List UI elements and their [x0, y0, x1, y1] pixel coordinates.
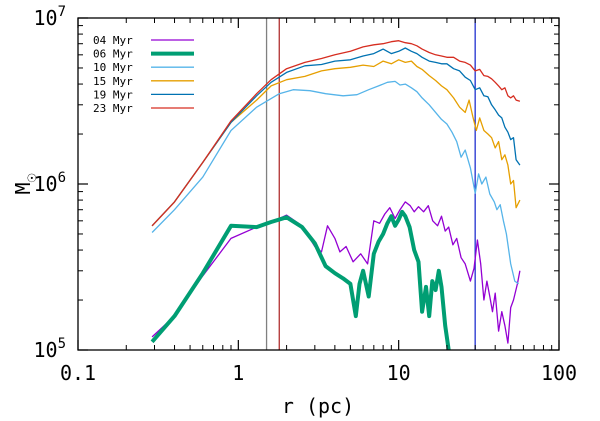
y-tick-label: 105 — [33, 336, 66, 362]
series-line-10-myr — [151, 80, 519, 285]
svg-text:M☉: M☉ — [11, 173, 40, 194]
y-tick-label: 107 — [33, 4, 66, 30]
legend-label: 06 Myr — [93, 48, 133, 61]
legend-label: 15 Myr — [93, 75, 133, 88]
legend-label: 23 Myr — [93, 102, 133, 115]
series-line-19-myr — [151, 47, 521, 227]
series-line-15-myr — [151, 59, 521, 227]
axis-ticks: 0.1 1 10 100 105 106 107 — [33, 4, 577, 385]
x-tick-label: 10 — [387, 361, 411, 385]
legend-label: 04 Myr — [93, 34, 133, 47]
y-axis-label-text: M — [11, 182, 35, 194]
x-tick-label: 100 — [541, 361, 577, 385]
legend-label: 19 Myr — [93, 88, 133, 101]
x-axis-label: r (pc) — [282, 394, 354, 418]
series-line-04-myr — [151, 201, 521, 344]
legend-label: 10 Myr — [93, 61, 133, 74]
y-axis-label: M☉ — [11, 173, 40, 194]
y-tick-label: 106 — [33, 170, 66, 196]
series-line-23-myr — [151, 40, 521, 227]
x-tick-label: 0.1 — [60, 361, 96, 385]
series-lines — [150, 40, 521, 350]
x-tick-label: 1 — [232, 361, 244, 385]
series-line-06-myr — [150, 209, 451, 350]
solar-symbol: ☉ — [22, 173, 40, 182]
